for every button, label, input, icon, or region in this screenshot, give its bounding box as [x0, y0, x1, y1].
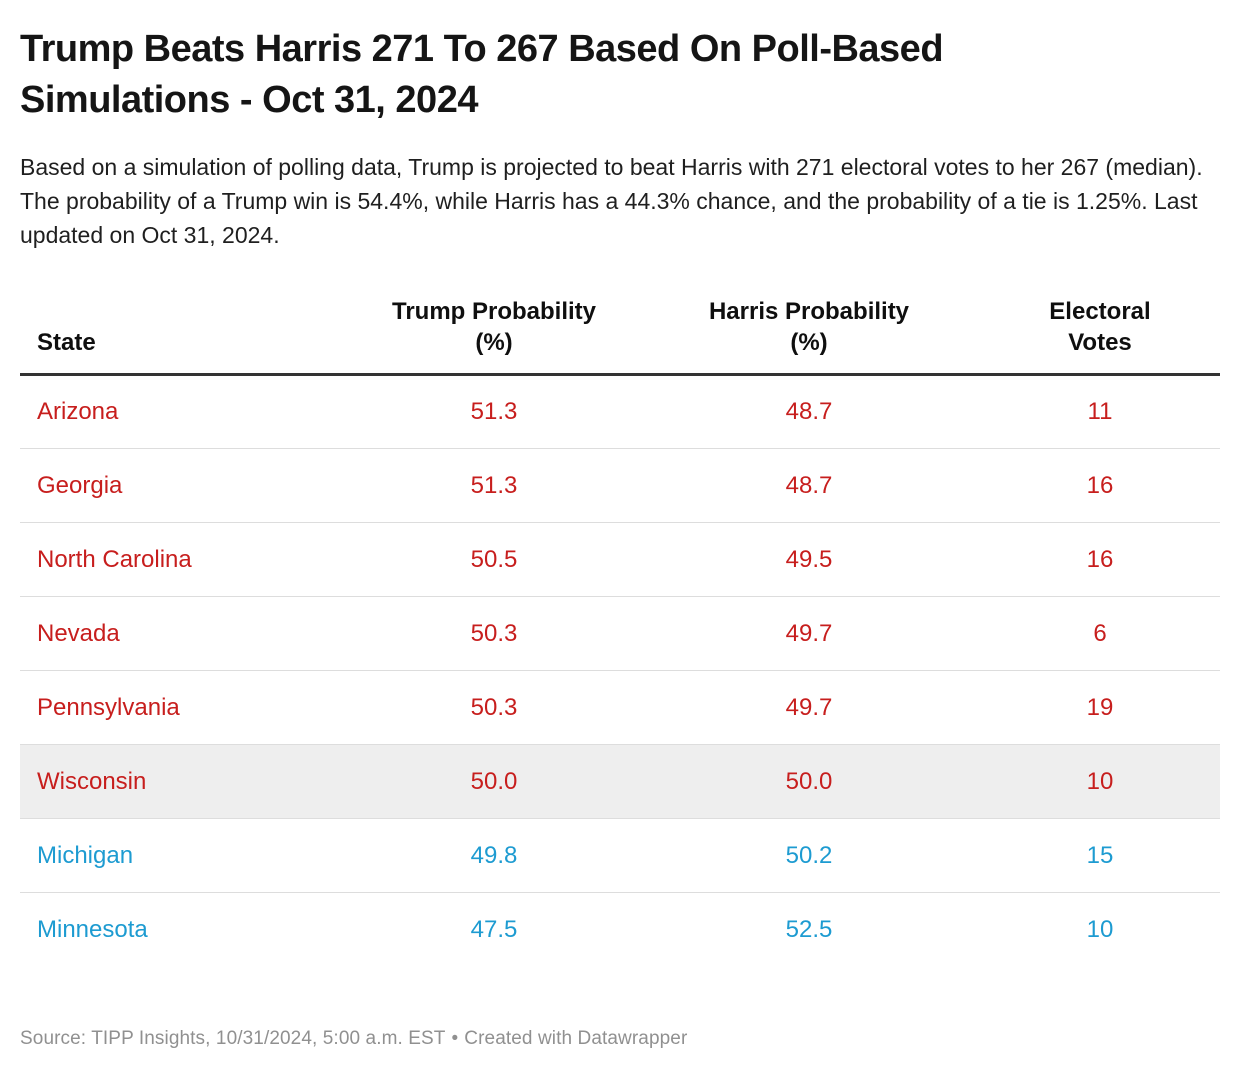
state-cell: Nevada	[20, 596, 350, 671]
chart-description: Based on a simulation of polling data, T…	[20, 154, 1203, 249]
trump-probability-cell: 50.5	[350, 522, 638, 597]
footer-separator: •	[451, 1028, 459, 1049]
harris-probability-cell: 48.7	[785, 398, 833, 426]
state-cell: Michigan	[20, 818, 350, 893]
harris-probability-cell: 49.7	[638, 596, 980, 671]
column-header-trump-probability: Trump Probability (%)	[350, 296, 638, 377]
table-row-minnesota: Minnesota 47.5 52.5 10	[20, 892, 1220, 967]
chart-title: Trump Beats Harris 271 To 267 Based On P…	[20, 28, 944, 121]
table-row-michigan: Michigan 49.8 50.2 15	[20, 818, 1220, 893]
trump-probability-cell: 50.0	[350, 744, 638, 819]
electoral-votes-cell: 15	[980, 818, 1220, 893]
state-cell: Wisconsin	[20, 744, 350, 819]
electoral-votes-cell: 16	[980, 448, 1220, 523]
trump-probability-cell: 51.3	[470, 398, 518, 426]
electoral-votes-cell: 16	[980, 522, 1220, 597]
column-header-trump-label: Trump Probability (%)	[391, 298, 597, 357]
trump-probability-cell: 49.8	[350, 818, 638, 893]
table-header-row: State Trump Probability (%) Harris Proba…	[20, 296, 1220, 377]
column-header-state: State	[20, 296, 350, 377]
electoral-votes-cell: 19	[980, 670, 1220, 745]
table-header: State Trump Probability (%) Harris Proba…	[20, 296, 1220, 377]
table-body: Arizona 51.3 48.7 11 Georgia 51.3 48.7 1…	[20, 375, 1220, 967]
electoral-votes-cell: 6	[980, 596, 1220, 671]
state-cell: Pennsylvania	[20, 670, 350, 745]
trump-probability-cell: 50.3	[350, 670, 638, 745]
column-header-state-label: State	[37, 329, 96, 357]
state-cell: Minnesota	[20, 892, 350, 967]
table-row-georgia: Georgia 51.3 48.7 16	[20, 448, 1220, 523]
trump-probability-cell: 50.3	[350, 596, 638, 671]
state-cell: Arizona	[37, 398, 119, 426]
harris-probability-cell: 50.0	[638, 744, 980, 819]
state-cell: North Carolina	[20, 522, 350, 597]
state-cell: Georgia	[20, 448, 350, 523]
chart-footer: Source: TIPP Insights, 10/31/2024, 5:00 …	[20, 1028, 687, 1050]
datawrapper-credit-link[interactable]: Created with Datawrapper	[464, 1028, 688, 1049]
harris-probability-cell: 48.7	[638, 448, 980, 523]
table-row-pennsylvania: Pennsylvania 50.3 49.7 19	[20, 670, 1220, 745]
electoral-votes-cell: 11	[1087, 398, 1113, 426]
source-text: Source: TIPP Insights, 10/31/2024, 5:00 …	[20, 1028, 446, 1049]
harris-probability-cell: 49.7	[638, 670, 980, 745]
column-header-electoral-votes: Electoral Votes	[980, 296, 1220, 377]
column-header-harris-probability: Harris Probability (%)	[638, 296, 980, 377]
table-row-north-carolina: North Carolina 50.5 49.5 16	[20, 522, 1220, 597]
electoral-votes-cell: 10	[980, 892, 1220, 967]
trump-probability-cell: 51.3	[350, 448, 638, 523]
state-probability-table: State Trump Probability (%) Harris Proba…	[20, 296, 1220, 967]
table-row-nevada: Nevada 50.3 49.7 6	[20, 596, 1220, 671]
trump-probability-cell: 47.5	[350, 892, 638, 967]
electoral-votes-cell: 10	[980, 744, 1220, 819]
harris-probability-cell: 49.5	[638, 522, 980, 597]
harris-probability-cell: 52.5	[638, 892, 980, 967]
table-row-wisconsin-highlighted: Wisconsin 50.0 50.0 10	[20, 744, 1220, 819]
column-header-harris-label: Harris Probability (%)	[708, 298, 910, 357]
column-header-ev-label: Electoral Votes	[1049, 298, 1151, 357]
harris-probability-cell: 50.2	[638, 818, 980, 893]
table-row-arizona: Arizona 51.3 48.7 11	[20, 375, 1220, 449]
